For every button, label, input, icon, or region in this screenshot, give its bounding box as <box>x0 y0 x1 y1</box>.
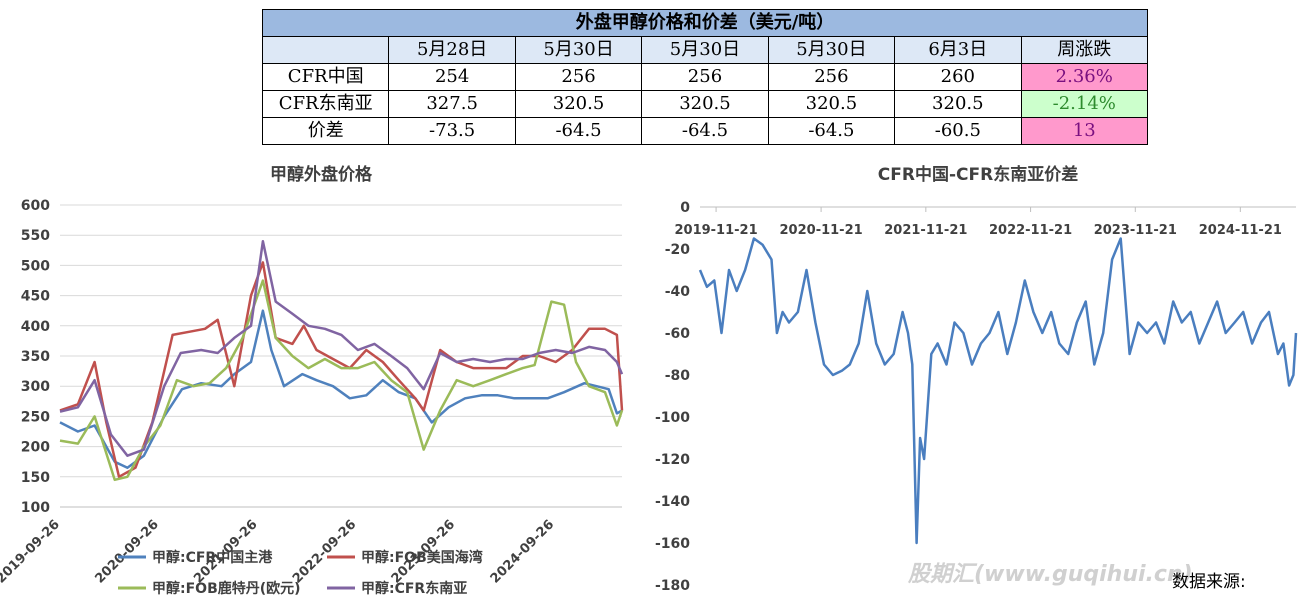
change-cell: -2.14% <box>1020 90 1149 118</box>
chart-title: CFR中国-CFR东南亚价差 <box>878 164 1078 185</box>
series-line <box>698 237 1298 545</box>
y-tick-label: -160 <box>655 536 690 552</box>
y-tick-label: 600 <box>21 198 50 214</box>
watermark: 股期汇(www.guqihui.cn) <box>907 562 1193 587</box>
price-table: 外盘甲醇价格和价差（美元/吨） 5月28日 5月30日 5月30日 5月30日 … <box>261 9 1149 145</box>
table-header-cell: 5月28日 <box>388 36 516 64</box>
series-line <box>59 279 624 482</box>
y-tick-label: -40 <box>665 284 691 300</box>
y-tick-label: 200 <box>21 440 50 456</box>
source-label: 数据来源: <box>1172 572 1246 592</box>
table-cell: -60.5 <box>894 117 1022 145</box>
change-cell: 13 <box>1020 117 1149 145</box>
y-tick-label: 400 <box>21 319 50 335</box>
legend-label: 甲醇:FOB美国海湾 <box>361 549 483 566</box>
x-tick-label: 2021-11-21 <box>884 223 967 238</box>
y-tick-label: -100 <box>655 410 690 426</box>
y-tick-label: 450 <box>21 289 50 305</box>
x-tick-label: 2019-09-26 <box>0 517 63 586</box>
table-cell: -64.5 <box>767 117 896 145</box>
table-cell: 320.5 <box>514 90 643 118</box>
row-label: 价差 <box>261 117 390 145</box>
y-tick-label: 350 <box>21 349 50 365</box>
table-cell: 320.5 <box>767 90 896 118</box>
table-row: 价差 -73.5 -64.5 -64.5 -64.5 -60.5 13 <box>261 117 1149 145</box>
chart-title: 甲醇外盘价格 <box>270 164 373 185</box>
y-tick-label: -140 <box>655 494 690 510</box>
y-tick-label: 250 <box>21 409 50 425</box>
y-tick-label: -60 <box>665 326 691 342</box>
x-tick-label: 2022-09-26 <box>290 517 359 586</box>
series-line <box>59 239 624 457</box>
table-cell: -64.5 <box>514 117 643 145</box>
y-tick-label: 300 <box>21 379 50 395</box>
y-tick-label: 150 <box>21 470 50 486</box>
row-label: CFR东南亚 <box>261 90 390 118</box>
y-tick-label: 0 <box>680 200 690 216</box>
change-cell: 2.36% <box>1020 63 1149 91</box>
table-row: CFR中国 254 256 256 256 260 2.36% <box>261 63 1149 91</box>
y-tick-label: 100 <box>21 500 50 516</box>
table-header-cell: 6月3日 <box>894 36 1022 64</box>
y-tick-label: -20 <box>665 242 691 258</box>
x-tick-label: 2019-11-21 <box>674 223 757 238</box>
y-tick-label: 550 <box>21 228 50 244</box>
legend-label: 甲醇:CFR东南亚 <box>361 580 467 597</box>
x-tick-label: 2024-09-26 <box>488 517 557 586</box>
x-tick-label: 2022-11-21 <box>989 223 1072 238</box>
x-tick-label: 2023-11-21 <box>1094 223 1177 238</box>
y-tick-label: -120 <box>655 452 690 468</box>
legend-label: 甲醇:FOB鹿特丹(欧元) <box>152 580 301 597</box>
table-header-cell: 5月30日 <box>514 36 643 64</box>
y-tick-label: 500 <box>21 258 50 274</box>
table-header-row: 5月28日 5月30日 5月30日 5月30日 6月3日 周涨跌 <box>261 36 1149 64</box>
y-tick-label: -80 <box>665 368 691 384</box>
table-cell: 256 <box>641 63 769 91</box>
x-tick-label: 2020-11-21 <box>780 223 863 238</box>
table-header-cell: 周涨跌 <box>1020 36 1149 64</box>
price-chart: 甲醇外盘价格 100 150 200 250 300 350 400 450 500 550 600 2… <box>0 164 624 597</box>
table-cell: -73.5 <box>388 117 516 145</box>
table-cell: -64.5 <box>641 117 769 145</box>
y-tick-label: -180 <box>655 578 690 594</box>
table-cell: 260 <box>894 63 1022 91</box>
spread-chart: CFR中国-CFR东南亚价差 0 -20 -40 -60 -80 -100 -120 -140 -… <box>655 164 1298 594</box>
x-tick-label: 2024-11-21 <box>1199 223 1282 238</box>
table-row: CFR东南亚 327.5 320.5 320.5 320.5 320.5 -2.… <box>261 90 1149 118</box>
legend-label: 甲醇:CFR中国主港 <box>152 549 273 566</box>
table-title: 外盘甲醇价格和价差（美元/吨） <box>262 9 1148 37</box>
table-cell: 327.5 <box>388 90 516 118</box>
